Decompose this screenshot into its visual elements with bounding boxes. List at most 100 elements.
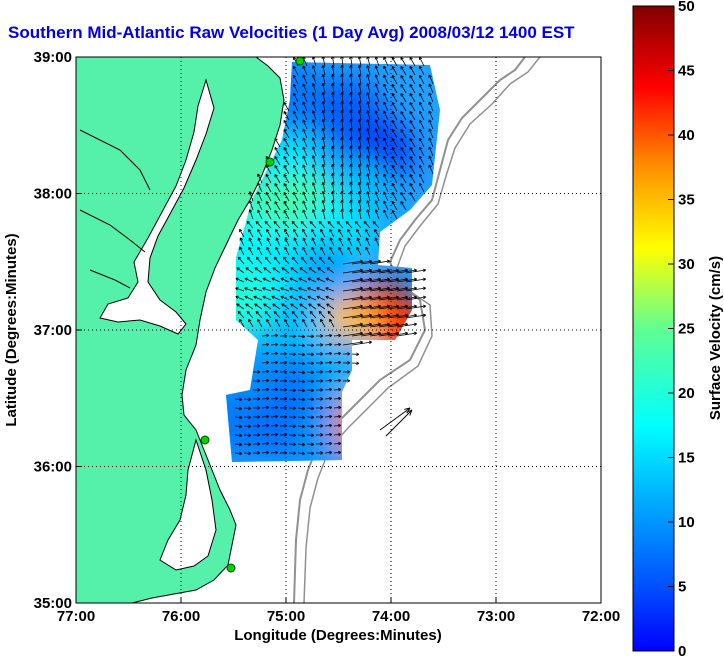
velocity-arrow: [418, 137, 425, 148]
velocity-arrow: [331, 127, 335, 139]
velocity-arrow: [261, 432, 270, 437]
velocity-arrow: [289, 295, 299, 301]
velocity-arrow: [340, 163, 344, 175]
velocity-arrow: [273, 256, 281, 265]
velocity-arrow: [293, 237, 299, 247]
velocity-arrow: [327, 220, 335, 229]
velocity-arrow: [317, 303, 326, 310]
velocity-arrow: [261, 360, 270, 365]
velocity-arrow: [331, 64, 335, 76]
velocity-arrow: [311, 318, 317, 328]
velocity-arrow: [239, 318, 245, 328]
velocity-arrow: [347, 237, 353, 247]
colorbar-tick-label: 50: [678, 0, 695, 15]
velocity-arrow: [244, 287, 254, 292]
velocity-arrow: [331, 136, 335, 148]
velocity-arrow: [374, 164, 380, 175]
velocity-arrow: [279, 442, 288, 446]
velocity-arrow: [418, 101, 425, 112]
velocity-arrow: [317, 267, 326, 274]
x-tick-label: 73:00: [477, 608, 515, 625]
velocity-arrow: [383, 92, 389, 103]
velocity-arrow: [297, 424, 306, 429]
velocity-arrow: [266, 246, 272, 256]
x-axis: 77:00 76:00 75:00 74:00 73:00 72:00: [57, 597, 620, 625]
velocity-arrow: [418, 182, 425, 193]
velocity-arrow: [321, 73, 326, 85]
x-tick-label: 75:00: [267, 608, 305, 625]
radar-station-marker: [265, 157, 275, 167]
velocity-arrow: [347, 228, 353, 238]
velocity-arrow: [357, 100, 362, 112]
velocity-arrow: [391, 155, 398, 166]
velocity-arrow: [292, 92, 299, 103]
velocity-arrow: [270, 378, 279, 383]
velocity-arrow: [235, 287, 245, 292]
velocity-arrow: [383, 173, 389, 184]
velocity-arrow: [311, 237, 317, 247]
velocity-arrow: [315, 451, 324, 455]
velocity-arrow: [321, 109, 326, 121]
velocity-arrow: [243, 433, 252, 438]
velocity-arrow: [409, 119, 416, 130]
velocity-arrow: [391, 173, 398, 184]
velocity-arrow: [383, 83, 389, 94]
velocity-arrow: [315, 397, 324, 401]
velocity-arrow: [292, 164, 299, 175]
velocity-arrow: [270, 360, 279, 365]
velocity-arrow: [315, 388, 324, 392]
velocity-arrow: [365, 237, 371, 247]
velocity-arrow: [252, 370, 261, 374]
velocity-arrow: [400, 66, 407, 76]
velocity-arrow: [383, 209, 389, 220]
y-tick-label: 36:00: [34, 459, 72, 476]
velocity-arrow: [270, 432, 279, 437]
velocity-arrow: [257, 228, 263, 238]
colorbar-label: Surface Velocity (cm/s): [707, 256, 724, 420]
velocity-arrow: [292, 110, 299, 121]
velocity-arrow: [321, 100, 326, 112]
velocity-arrow: [246, 220, 254, 229]
velocity-arrow: [253, 287, 263, 292]
velocity-arrow: [243, 442, 252, 447]
velocity-arrow: [300, 310, 308, 319]
x-tick-label: 77:00: [57, 608, 95, 625]
velocity-arrow: [252, 415, 261, 419]
velocity-arrow: [405, 295, 427, 301]
velocity-arrow: [243, 451, 252, 456]
velocity-arrow: [400, 165, 407, 175]
velocity-arrow: [374, 110, 380, 121]
velocity-arrow: [283, 137, 290, 148]
velocity-arrow: [283, 164, 290, 175]
colorbar-tick-label: 5: [678, 579, 686, 596]
velocity-arrow: [235, 295, 245, 301]
velocity-arrow: [302, 92, 308, 103]
velocity-arrow: [262, 287, 272, 292]
velocity-arrow: [275, 318, 281, 328]
velocity-arrow: [292, 137, 299, 148]
velocity-arrow: [396, 322, 418, 328]
velocity-arrow: [418, 128, 425, 139]
velocity-arrow: [391, 137, 398, 148]
velocity-arrow: [311, 246, 317, 256]
velocity-arrow: [333, 387, 342, 392]
velocity-arrow: [324, 351, 333, 356]
velocity-arrow: [302, 155, 308, 166]
velocity-arrow: [400, 129, 407, 139]
velocity-arrow: [253, 277, 263, 283]
velocity-arrow: [274, 183, 281, 193]
velocity-arrow: [357, 181, 362, 193]
velocity-arrow: [292, 182, 299, 193]
velocity-arrow: [279, 397, 288, 401]
velocity-arrow: [274, 174, 281, 184]
velocity-arrow: [315, 379, 324, 383]
colorbar-ticks: 0 5 10 15 20 25 30 35 40 45 50: [668, 0, 695, 659]
velocity-arrow: [325, 295, 335, 301]
velocity-arrow: [324, 333, 333, 338]
velocity-arrow: [349, 208, 353, 220]
radar-stations: [200, 57, 305, 573]
velocity-arrow: [297, 343, 306, 348]
velocity-arrow: [418, 146, 425, 157]
velocity-arrow: [306, 424, 315, 429]
velocity-arrow: [405, 313, 427, 319]
